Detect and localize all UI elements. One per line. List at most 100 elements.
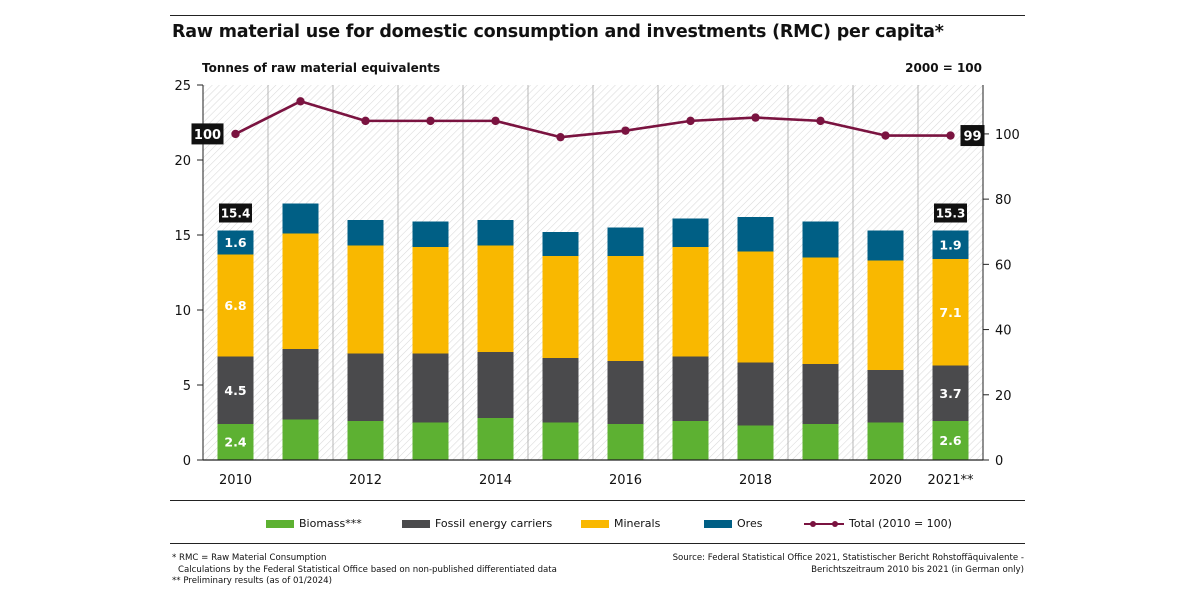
bar-biomass-2013 xyxy=(412,422,449,460)
total-label: 15.4 xyxy=(221,207,251,221)
y2-tick-label: 0 xyxy=(995,454,1003,469)
bar-value-label: 2.6 xyxy=(939,433,961,448)
y-tick-label: 15 xyxy=(174,229,191,244)
bar-value-label: 1.6 xyxy=(224,235,246,250)
x-tick-label: 2012 xyxy=(349,473,382,488)
line-end-box xyxy=(191,123,224,145)
y2-tick-label: 20 xyxy=(995,389,1012,404)
bar-fossil-2016 xyxy=(607,361,644,424)
bar-ores-2010 xyxy=(217,230,254,255)
bar-fossil-2014 xyxy=(477,352,514,418)
legend-item-fossil: Fossil energy carriers xyxy=(402,517,552,530)
bar-fossil-2021 xyxy=(932,365,969,421)
legend-item-ores: Ores xyxy=(704,517,762,530)
x-tick-label: 2014 xyxy=(479,473,512,488)
bar-fossil-2019 xyxy=(802,364,839,424)
y-tick-label: 25 xyxy=(174,79,191,94)
bar-biomass-2018 xyxy=(737,425,774,460)
y2-tick-label: 100 xyxy=(995,128,1020,143)
bar-value-label: 2.4 xyxy=(224,435,246,450)
y-tick-label: 5 xyxy=(183,379,191,394)
total-index-point xyxy=(621,126,630,135)
total-index-point xyxy=(751,113,760,122)
secondary-y-axis-label: 2000 = 100 xyxy=(905,61,982,75)
bar-minerals-2011 xyxy=(282,233,319,349)
bar-minerals-2012 xyxy=(347,245,384,354)
bar-ores-2021 xyxy=(932,230,969,259)
bar-fossil-2020 xyxy=(867,370,904,423)
bar-biomass-2021 xyxy=(932,421,969,460)
total-box xyxy=(934,203,967,223)
total-index-line xyxy=(234,100,951,139)
total-index-point xyxy=(231,129,240,139)
footnote-calculations: Calculations by the Federal Statistical … xyxy=(178,564,557,575)
bar-biomass-2011 xyxy=(282,419,319,460)
bar-biomass-2012 xyxy=(347,421,384,460)
total-box xyxy=(219,203,252,223)
legend-item-minerals: Minerals xyxy=(581,517,660,530)
legend-label-ores: Ores xyxy=(737,517,763,530)
fossil-swatch xyxy=(402,519,430,528)
bar-biomass-2017 xyxy=(672,421,709,460)
bar-value-label: 7.1 xyxy=(939,305,961,320)
bar-minerals-2020 xyxy=(867,260,904,370)
y2-tick-label: 80 xyxy=(995,193,1012,208)
chart-title: Raw material use for domestic consumptio… xyxy=(172,22,944,42)
bar-biomass-2014 xyxy=(477,418,514,460)
footnotes: * RMC = Raw Material Consumption Calcula… xyxy=(172,553,557,588)
footnote-preliminary: ** Preliminary results (as of 01/2024) xyxy=(172,576,333,587)
x-tick-label: 2020 xyxy=(869,473,902,488)
legend-label-fossil: Fossil energy carriers xyxy=(435,517,553,530)
bar-biomass-2020 xyxy=(867,422,904,460)
bar-ores-2013 xyxy=(412,221,449,247)
bar-minerals-2015 xyxy=(542,256,579,358)
line-end-box xyxy=(960,125,985,147)
bar-ores-2014 xyxy=(477,220,514,246)
bar-minerals-2017 xyxy=(672,247,709,357)
total-index-point xyxy=(361,116,370,126)
bar-value-label: 6.8 xyxy=(224,298,246,313)
bar-ores-2015 xyxy=(542,232,579,256)
minerals-swatch xyxy=(581,519,609,528)
y-axis-label: Tonnes of raw material equivalents xyxy=(202,61,441,75)
bar-minerals-2021 xyxy=(932,259,969,366)
bar-value-label: 3.7 xyxy=(939,386,961,401)
legend-item-total: Total (2010 = 100) xyxy=(804,517,952,530)
x-tick-label: 2010 xyxy=(219,473,252,488)
bar-ores-2019 xyxy=(802,221,839,258)
footnote-rmc: * RMC = Raw Material Consumption xyxy=(172,553,327,563)
bar-fossil-2017 xyxy=(672,356,709,421)
legend-label-total: Total (2010 = 100) xyxy=(849,517,952,530)
total-index-point xyxy=(686,116,695,126)
bar-biomass-2019 xyxy=(802,424,839,460)
total-index-point xyxy=(556,132,565,142)
legend-label-biomass: Biomass*** xyxy=(299,517,362,530)
bar-ores-2016 xyxy=(607,227,644,256)
bar-fossil-2018 xyxy=(737,362,774,426)
legend-bottom-rule xyxy=(170,543,1025,544)
x-tick-label: 2018 xyxy=(739,473,772,488)
bar-fossil-2010 xyxy=(217,356,254,424)
total-label: 15.3 xyxy=(936,207,966,221)
bar-ores-2017 xyxy=(672,218,709,247)
bar-minerals-2018 xyxy=(737,251,774,363)
legend-item-biomass: Biomass*** xyxy=(266,517,362,530)
biomass-swatch xyxy=(266,519,294,528)
source-line-1: Source: Federal Statistical Office 2021,… xyxy=(672,553,1024,563)
bar-minerals-2016 xyxy=(607,256,644,361)
bar-minerals-2014 xyxy=(477,245,514,352)
legend-label-minerals: Minerals xyxy=(614,517,661,530)
bar-fossil-2015 xyxy=(542,358,579,423)
bar-ores-2012 xyxy=(347,220,384,246)
source-note: Source: Federal Statistical Office 2021,… xyxy=(673,553,1024,576)
total-index-point xyxy=(426,116,435,126)
bar-ores-2018 xyxy=(737,217,774,252)
bar-ores-2011 xyxy=(282,203,319,234)
bar-minerals-2019 xyxy=(802,257,839,364)
total-index-point xyxy=(816,116,825,126)
total-index-point xyxy=(296,97,305,106)
bar-fossil-2012 xyxy=(347,353,384,421)
x-tick-label: 2016 xyxy=(609,473,642,488)
line-end-label: 100 xyxy=(194,128,221,143)
legend: Biomass*** Fossil energy carriers Minera… xyxy=(170,517,1025,535)
